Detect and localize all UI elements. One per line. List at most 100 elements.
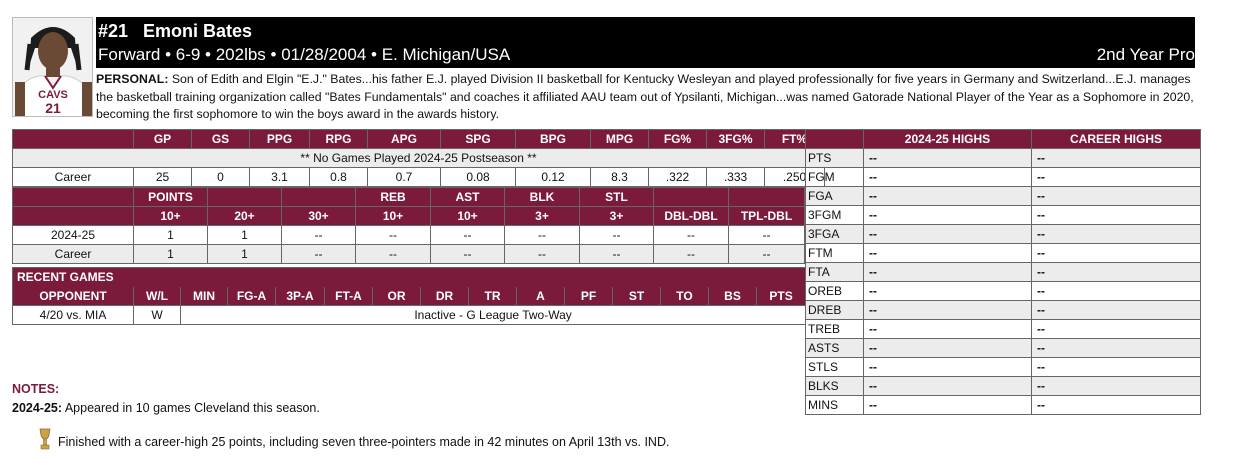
milestones-header: 3+ xyxy=(579,206,654,226)
highs-stat-label: DREB xyxy=(805,300,864,320)
table-cell: .333 xyxy=(706,167,765,187)
milestones-header xyxy=(653,187,729,207)
highs-row: 3FGM -- -- xyxy=(805,205,1201,225)
game-opponent: 4/20 vs. MIA xyxy=(12,305,134,325)
highs-stat-label: STLS xyxy=(805,357,864,377)
milestones-table: POINTS REB AST BLK STL 10+ 20+ 30+ 10+ 1… xyxy=(12,187,805,264)
recent-header: PF xyxy=(564,286,613,306)
game-status: Inactive - G League Two-Way xyxy=(179,305,807,325)
recent-games-header-row: OPPONENT W/L MIN FG-A 3P-A FT-A OR DR TR… xyxy=(12,286,807,306)
recent-header: BS xyxy=(708,286,757,306)
highs-career-value: -- xyxy=(1031,357,1201,377)
highs-header-row: 2024-25 HIGHS CAREER HIGHS xyxy=(805,129,1201,149)
table-cell: 1 xyxy=(133,244,208,264)
milestones-header xyxy=(728,187,805,207)
milestones-header xyxy=(12,187,134,207)
highs-stat-label: MINS xyxy=(805,395,864,415)
career-high-note: Finished with a career-high 25 points, i… xyxy=(58,435,670,449)
table-cell: 3.1 xyxy=(249,167,310,187)
player-avatar-illustration: CAVS 21 xyxy=(13,18,92,116)
highs-season-value: -- xyxy=(863,167,1032,187)
highs-season-value: -- xyxy=(863,205,1032,225)
highs-row: MINS -- -- xyxy=(805,395,1201,415)
averages-header: PPG xyxy=(249,129,310,149)
highs-season-value: -- xyxy=(863,281,1032,301)
table-cell: Career xyxy=(12,244,134,264)
table-cell: 1 xyxy=(133,225,208,245)
highs-career-value: -- xyxy=(1031,205,1201,225)
highs-row: FGA -- -- xyxy=(805,186,1201,206)
averages-header: SPG xyxy=(440,129,516,149)
recent-header: W/L xyxy=(133,286,181,306)
notes-season-text: Appeared in 10 games Cleveland this seas… xyxy=(62,401,320,415)
table-cell: 0 xyxy=(191,167,250,187)
highs-season-value: -- xyxy=(863,319,1032,339)
game-result: W xyxy=(133,305,181,325)
milestones-header: 10+ xyxy=(355,206,431,226)
highs-row: ASTS -- -- xyxy=(805,338,1201,358)
recent-header: 3P-A xyxy=(275,286,325,306)
table-cell: 0.7 xyxy=(367,167,441,187)
milestones-header: POINTS xyxy=(133,187,208,207)
milestones-header: AST xyxy=(430,187,505,207)
career-averages-row: Career 25 0 3.1 0.8 0.7 0.08 0.12 8.3 .3… xyxy=(12,167,825,187)
recent-header: PTS xyxy=(755,286,807,306)
highs-career-value: -- xyxy=(1031,243,1201,263)
milestones-header: 10+ xyxy=(133,206,208,226)
player-name: #21 Emoni Bates xyxy=(98,21,253,41)
highs-row: STLS -- -- xyxy=(805,357,1201,377)
table-cell: 8.3 xyxy=(590,167,649,187)
milestones-header: 30+ xyxy=(281,206,356,226)
recent-header: OPPONENT xyxy=(12,286,134,306)
table-cell: 1 xyxy=(207,244,282,264)
averages-header-row: GP GS PPG RPG APG SPG BPG MPG FG% 3FG% F… xyxy=(12,129,825,149)
averages-header: RPG xyxy=(309,129,368,149)
highs-career-value: -- xyxy=(1031,281,1201,301)
highs-season-value: -- xyxy=(863,148,1032,168)
highs-header: CAREER HIGHS xyxy=(1031,129,1201,149)
highs-stat-label: BLKS xyxy=(805,376,864,396)
recent-header: FG-A xyxy=(227,286,276,306)
highs-table: 2024-25 HIGHS CAREER HIGHS PTS -- -- FGM --… xyxy=(805,129,1201,415)
table-cell: 25 xyxy=(133,167,192,187)
table-cell: 0.8 xyxy=(309,167,368,187)
recent-game-row: 4/20 vs. MIA W Inactive - G League Two-W… xyxy=(12,305,807,325)
highs-season-value: -- xyxy=(863,300,1032,320)
highs-career-value: -- xyxy=(1031,148,1201,168)
highs-career-value: -- xyxy=(1031,224,1201,244)
recent-header: DR xyxy=(420,286,469,306)
highs-career-value: -- xyxy=(1031,300,1201,320)
highs-row: FTA -- -- xyxy=(805,262,1201,282)
highs-stat-label: PTS xyxy=(805,148,864,168)
recent-header: A xyxy=(516,286,565,306)
table-cell: -- xyxy=(281,244,356,264)
trophy-icon xyxy=(38,428,52,450)
table-cell: -- xyxy=(355,225,431,245)
highs-row: BLKS -- -- xyxy=(805,376,1201,396)
table-cell: -- xyxy=(579,225,654,245)
table-cell: -- xyxy=(653,244,729,264)
averages-header: MPG xyxy=(590,129,649,149)
table-cell: 0.12 xyxy=(515,167,591,187)
table-cell: -- xyxy=(281,225,356,245)
recent-games-title: RECENT GAMES xyxy=(11,267,807,287)
table-cell: -- xyxy=(504,244,580,264)
highs-season-value: -- xyxy=(863,395,1032,415)
highs-header: 2024-25 HIGHS xyxy=(863,129,1032,149)
milestones-header: REB xyxy=(355,187,431,207)
highs-row: DREB -- -- xyxy=(805,300,1201,320)
highs-career-value: -- xyxy=(1031,262,1201,282)
recent-games-title-row: RECENT GAMES xyxy=(11,267,807,287)
highs-career-value: -- xyxy=(1031,167,1201,187)
milestones-header: STL xyxy=(579,187,654,207)
highs-stat-label: OREB xyxy=(805,281,864,301)
svg-text:21: 21 xyxy=(45,100,61,116)
highs-season-value: -- xyxy=(863,186,1032,206)
highs-row: FTM -- -- xyxy=(805,243,1201,263)
highs-career-value: -- xyxy=(1031,186,1201,206)
personal-text: Son of Edith and Elgin "E.J." Bates...hi… xyxy=(96,72,1194,122)
milestones-header: TPL-DBL xyxy=(728,206,805,226)
highs-row: TREB -- -- xyxy=(805,319,1201,339)
highs-stat-label: FTM xyxy=(805,243,864,263)
highs-career-value: -- xyxy=(1031,395,1201,415)
